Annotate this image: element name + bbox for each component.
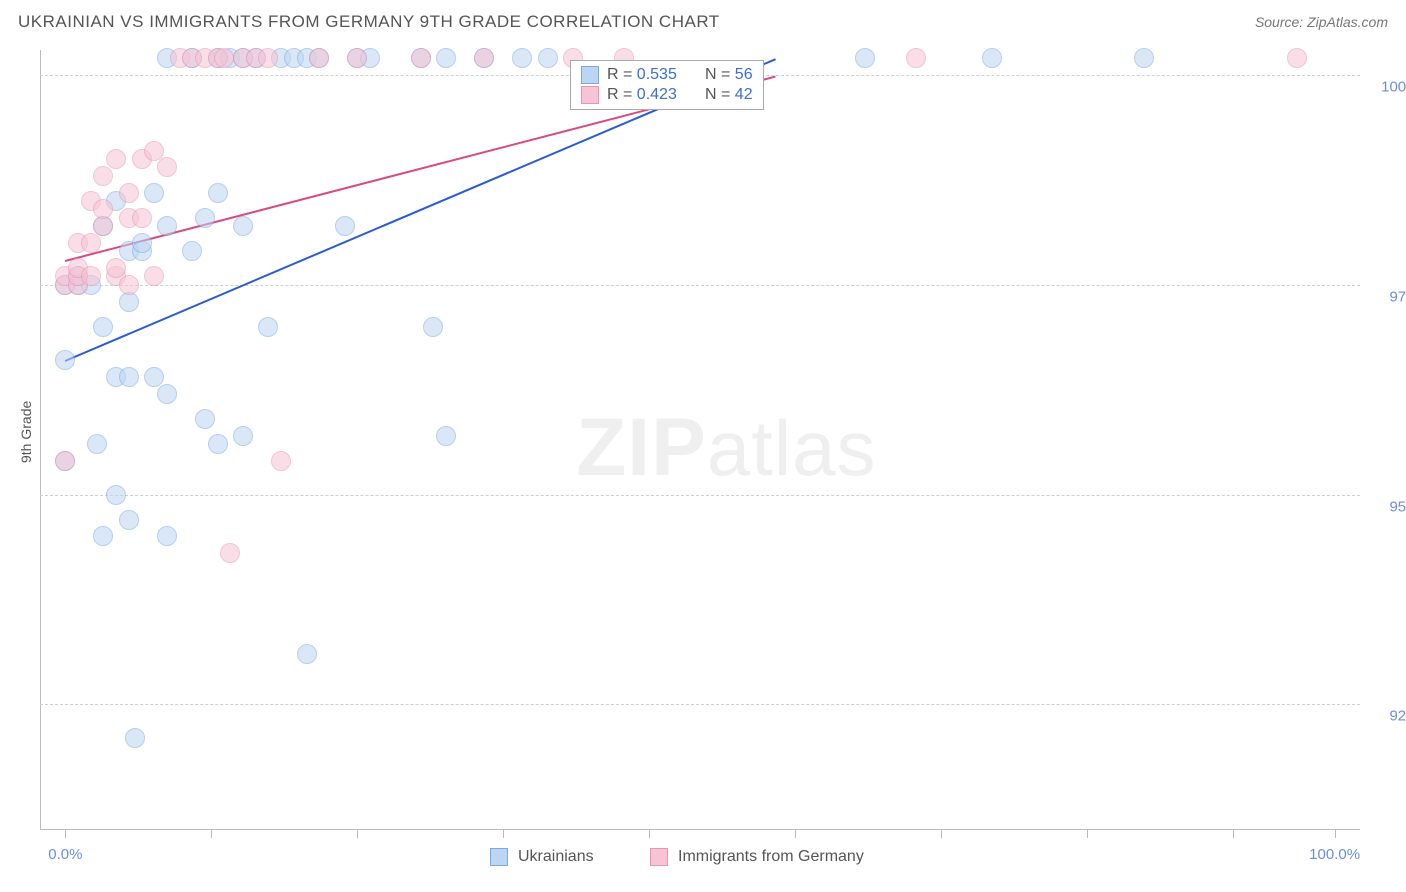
- x-tick: [1233, 830, 1234, 838]
- point-germany: [106, 149, 126, 169]
- watermark-atlas: atlas: [707, 404, 877, 492]
- x-tick: [1087, 830, 1088, 838]
- point-germany: [347, 48, 367, 68]
- legend-series-item: Ukrainians: [490, 848, 594, 866]
- legend-n-value: N = 56: [705, 66, 753, 84]
- legend-swatch: [581, 66, 599, 84]
- legend-swatch: [490, 848, 508, 866]
- point-ukrainians: [106, 485, 126, 505]
- point-ukrainians: [132, 233, 152, 253]
- x-axis-line: [40, 829, 1360, 830]
- point-germany: [906, 48, 926, 68]
- point-ukrainians: [93, 526, 113, 546]
- x-tick: [649, 830, 650, 838]
- point-germany: [1287, 48, 1307, 68]
- point-ukrainians: [208, 434, 228, 454]
- point-ukrainians: [855, 48, 875, 68]
- point-germany: [271, 451, 291, 471]
- point-germany: [119, 183, 139, 203]
- point-ukrainians: [538, 48, 558, 68]
- x-tick: [211, 830, 212, 838]
- watermark-zip: ZIP: [576, 402, 707, 493]
- point-germany: [81, 266, 101, 286]
- x-tick: [65, 830, 66, 838]
- point-germany: [55, 451, 75, 471]
- point-ukrainians: [297, 644, 317, 664]
- point-germany: [309, 48, 329, 68]
- point-germany: [411, 48, 431, 68]
- legend-stats-box: R = 0.535 N = 56 R = 0.423 N = 42: [570, 60, 764, 110]
- point-ukrainians: [1134, 48, 1154, 68]
- x-tick: [795, 830, 796, 838]
- point-ukrainians: [195, 409, 215, 429]
- point-germany: [258, 48, 278, 68]
- point-ukrainians: [233, 216, 253, 236]
- legend-swatch: [650, 848, 668, 866]
- point-germany: [144, 266, 164, 286]
- point-ukrainians: [144, 183, 164, 203]
- point-ukrainians: [512, 48, 532, 68]
- point-germany: [119, 275, 139, 295]
- legend-r-value: R = 0.535: [607, 66, 697, 84]
- point-ukrainians: [93, 317, 113, 337]
- point-germany: [220, 543, 240, 563]
- legend-stats-row: R = 0.423 N = 42: [581, 85, 753, 105]
- grid-line: [40, 495, 1360, 496]
- legend-n-value: N = 42: [705, 86, 753, 104]
- point-germany: [474, 48, 494, 68]
- x-tick-label-right: 100.0%: [1309, 846, 1360, 863]
- point-germany: [81, 233, 101, 253]
- point-ukrainians: [119, 367, 139, 387]
- point-ukrainians: [87, 434, 107, 454]
- x-tick: [357, 830, 358, 838]
- legend-series-label: Immigrants from Germany: [678, 848, 864, 866]
- grid-line: [40, 704, 1360, 705]
- point-germany: [157, 157, 177, 177]
- point-ukrainians: [436, 48, 456, 68]
- x-tick: [503, 830, 504, 838]
- point-ukrainians: [195, 208, 215, 228]
- point-ukrainians: [423, 317, 443, 337]
- y-tick-label: 97.5%: [1362, 288, 1406, 305]
- legend-series-item: Immigrants from Germany: [650, 848, 864, 866]
- point-ukrainians: [208, 183, 228, 203]
- watermark: ZIPatlas: [576, 401, 876, 495]
- x-tick: [1335, 830, 1336, 838]
- x-tick: [941, 830, 942, 838]
- legend-swatch: [581, 86, 599, 104]
- point-ukrainians: [157, 216, 177, 236]
- point-ukrainians: [119, 510, 139, 530]
- point-ukrainians: [258, 317, 278, 337]
- point-ukrainians: [436, 426, 456, 446]
- y-tick-label: 100.0%: [1362, 79, 1406, 96]
- y-tick-label: 95.0%: [1362, 498, 1406, 515]
- point-ukrainians: [157, 526, 177, 546]
- legend-stats-row: R = 0.535 N = 56: [581, 65, 753, 85]
- legend-r-value: R = 0.423: [607, 86, 697, 104]
- chart-plot-area: ZIPatlas 0.0%100.0%: [40, 50, 1360, 830]
- legend-series-label: Ukrainians: [518, 848, 594, 866]
- point-ukrainians: [335, 216, 355, 236]
- point-ukrainians: [982, 48, 1002, 68]
- point-ukrainians: [125, 728, 145, 748]
- x-tick-label-left: 0.0%: [48, 846, 82, 863]
- point-germany: [214, 48, 234, 68]
- point-ukrainians: [157, 384, 177, 404]
- chart-title: UKRAINIAN VS IMMIGRANTS FROM GERMANY 9TH…: [18, 12, 720, 32]
- chart-source: Source: ZipAtlas.com: [1255, 14, 1388, 30]
- point-ukrainians: [233, 426, 253, 446]
- y-axis-line: [40, 50, 41, 830]
- y-axis-title: 9th Grade: [18, 401, 34, 463]
- point-germany: [93, 199, 113, 219]
- point-ukrainians: [182, 241, 202, 261]
- y-tick-label: 92.5%: [1362, 708, 1406, 725]
- point-germany: [93, 166, 113, 186]
- point-ukrainians: [55, 350, 75, 370]
- point-germany: [132, 208, 152, 228]
